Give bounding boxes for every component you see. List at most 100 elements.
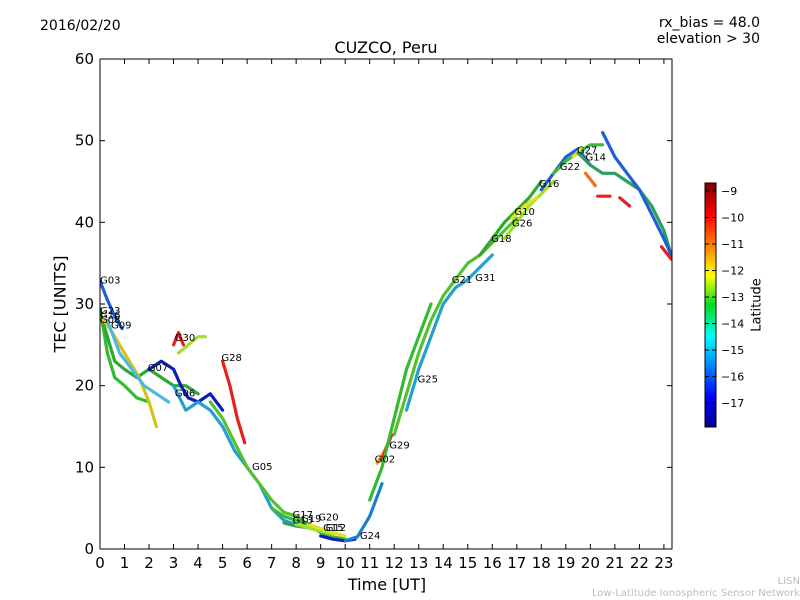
series-g30 (172, 331, 185, 347)
series-g05 (208, 400, 323, 531)
colorbar-tick-label: −13 (721, 291, 744, 304)
x-tick-label: 12 (385, 554, 404, 572)
y-tick-label: 30 (75, 295, 94, 313)
colorbar-tick-label: −11 (721, 238, 744, 251)
footer-network: Low-Latitude Ionospheric Sensor Network (592, 588, 800, 599)
colorbar-gradient (704, 182, 717, 428)
colorbar-tick-label: −12 (721, 265, 744, 278)
satellite-label: G22 (560, 162, 580, 173)
series-g21 (392, 216, 519, 437)
satellite-label: G08 (100, 315, 120, 326)
series-g18 (478, 179, 543, 257)
x-tick-label: 19 (556, 554, 575, 572)
satellite-label: G03 (100, 276, 120, 287)
satellite-label: G23 (100, 306, 120, 317)
y-tick-label: 60 (75, 50, 94, 68)
annotation-layer: G03G23G16G08G09G30G28G07G06G05G17G13G19G… (100, 146, 606, 543)
rx-bias-label: rx_bias = 48.0 (658, 15, 760, 31)
x-tick-label: 7 (267, 554, 277, 572)
x-ticks: 0 1 2 3 4 5 6 7 8 9 10 11 12 13 14 15 16 17 18 19 20 21 22 23 (95, 59, 673, 572)
x-tick-label: 4 (193, 554, 203, 572)
series-g30b (176, 335, 207, 355)
bias-info: rx_bias = 48.0 elevation > 30 (657, 15, 760, 47)
series-layer (100, 130, 672, 543)
satellite-label: G14 (586, 152, 606, 163)
satellite-label: G29 (389, 441, 409, 452)
x-tick-label: 21 (605, 554, 624, 572)
x-tick-label: 15 (458, 554, 477, 572)
x-tick-label: 0 (95, 554, 105, 572)
x-tick-label: 9 (316, 554, 326, 572)
x-tick-label: 16 (483, 554, 502, 572)
series-g11 (659, 245, 672, 261)
satellite-label: G13 (293, 516, 313, 527)
x-tick-label: 14 (434, 554, 453, 572)
satellite-label: G07 (148, 363, 168, 374)
satellite-label: G21 (452, 275, 472, 286)
satellite-label: G27 (577, 146, 597, 157)
series-g12 (583, 171, 597, 188)
satellite-label: G26 (512, 218, 532, 229)
satellite-label: G06 (175, 388, 195, 399)
series-g03 (100, 279, 124, 331)
satellite-label: G15 (323, 523, 343, 534)
x-tick-label: 10 (336, 554, 355, 572)
colorbar-tick-label: −14 (721, 318, 744, 331)
series-g25 (368, 302, 433, 502)
series-g24 (343, 482, 384, 543)
series-g26 (502, 179, 556, 241)
series-g07 (147, 359, 225, 412)
x-axis-label: Time [UT] (347, 575, 427, 594)
series-g23 (100, 306, 151, 404)
colorbar: −9 −10 −11 −12 −13 −14 −15 −16 −17 (704, 182, 744, 428)
satellite-label: G30 (175, 333, 195, 344)
elevation-label: elevation > 30 (656, 31, 760, 47)
satellite-label: G09 (111, 321, 131, 332)
x-tick-label: 11 (360, 554, 379, 572)
x-tick-label: 13 (409, 554, 428, 572)
y-tick-label: 10 (75, 458, 94, 476)
y-tick-label: 0 (84, 540, 94, 558)
y-ticks: 0 10 20 30 40 50 60 (75, 50, 672, 558)
colorbar-tick-label: −9 (721, 185, 737, 198)
satellite-label: G24 (360, 531, 380, 542)
satellite-label: G12 (326, 523, 346, 534)
chart-title: CUZCO, Peru (334, 38, 438, 57)
x-tick-label: 3 (169, 554, 179, 572)
satellite-label: G16 (539, 179, 559, 190)
footer-lisn: LISN (777, 576, 800, 587)
colorbar-tick-label: −10 (721, 211, 744, 224)
date-label: 2016/02/20 (40, 18, 121, 34)
x-tick-label: 17 (507, 554, 526, 572)
series-g28 (221, 359, 247, 445)
satellite-label: G19 (301, 514, 321, 525)
colorbar-ticks: −9 −10 −11 −12 −13 −14 −15 −16 −17 (705, 185, 744, 410)
satellite-label: G18 (491, 234, 511, 245)
colorbar-tick-label: −16 (721, 371, 744, 384)
x-tick-label: 18 (532, 554, 551, 572)
series-g14b (601, 130, 672, 257)
x-tick-label: 23 (654, 554, 673, 572)
satellite-label: G28 (221, 353, 241, 364)
series-g20 (306, 522, 347, 538)
x-tick-label: 22 (630, 554, 649, 572)
series-g32 (618, 196, 632, 208)
series-g19 (294, 522, 335, 536)
x-tick-label: 1 (120, 554, 130, 572)
satellite-label: G17 (293, 510, 313, 521)
series-g09 (105, 318, 171, 404)
colorbar-tick-label: −17 (721, 397, 744, 410)
series-g16b (539, 147, 592, 192)
series-g10 (510, 196, 538, 220)
x-tick-label: 6 (242, 554, 252, 572)
colorbar-tick-label: −15 (721, 344, 744, 357)
satellite-label: G02 (375, 454, 395, 465)
y-tick-label: 50 (75, 132, 94, 150)
x-tick-label: 8 (291, 554, 301, 572)
satellite-label: G05 (252, 462, 272, 473)
satellite-label: G31 (475, 273, 495, 284)
x-tick-label: 5 (218, 554, 228, 572)
y-tick-label: 20 (75, 377, 94, 395)
satellite-label: G10 (514, 207, 534, 218)
